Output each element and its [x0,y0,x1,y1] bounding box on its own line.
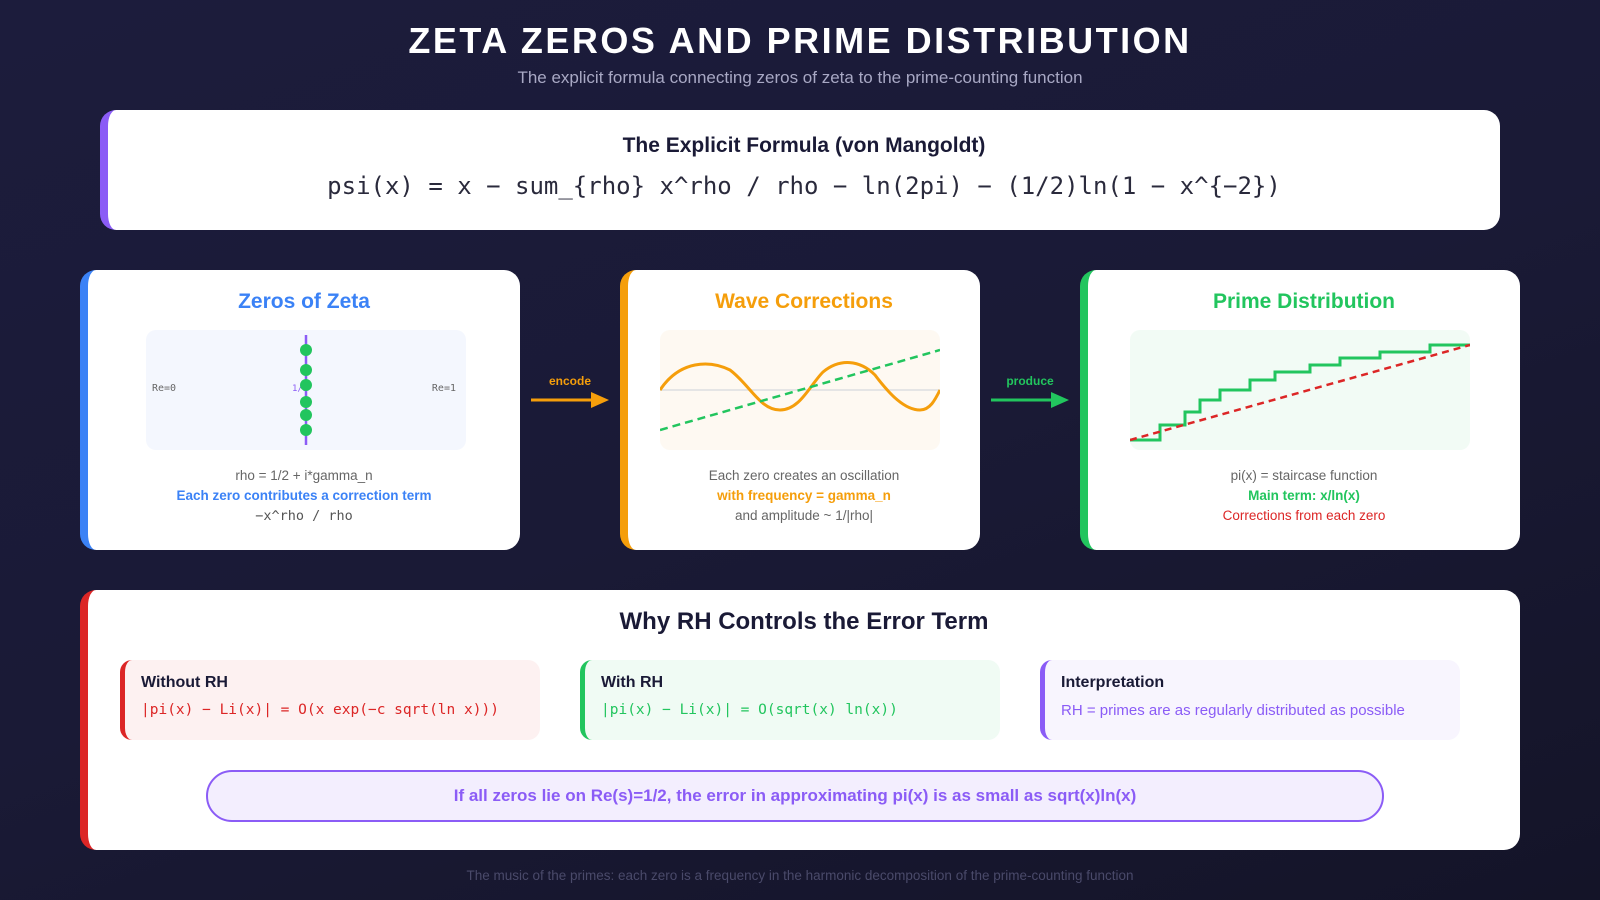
staircase-diagram [1129,330,1471,450]
rh-error-term-card: Why RH Controls the Error Term Without R… [80,590,1520,850]
re-half-label: 1/2 [292,384,309,394]
amplitude-note: and amplitude ~ 1/|rho| [735,508,873,523]
rho-definition: rho = 1/2 + i*gamma_n [235,468,373,483]
encode-arrow: encode [527,374,613,410]
formula-expression: psi(x) = x − sum_{rho} x^rho / rho − ln(… [327,172,1281,200]
interpretation-text: RH = primes are as regularly distributed… [1061,702,1405,719]
without-rh-box: Without RH |pi(x) − Li(x)| = O(x exp(−c … [120,660,540,740]
produce-arrow: produce [987,374,1073,410]
re0-label: Re=0 [152,383,177,394]
page-subtitle: The explicit formula connecting zeros of… [517,68,1083,87]
interpretation-title: Interpretation [1061,674,1165,691]
footer-caption: The music of the primes: each zero is a … [466,868,1134,883]
wave-corrections-card: Wave Corrections Each zero creates an os… [620,270,980,550]
main-term-note: Main term: x/ln(x) [1248,488,1360,503]
staircase-note: pi(x) = staircase function [1230,468,1378,483]
encode-label: encode [548,374,591,388]
card-title: Prime Distribution [1212,290,1396,313]
correction-term: −x^rho / rho [255,508,353,524]
without-rh-bound: |pi(x) − Li(x)| = O(x exp(−c sqrt(ln x))… [141,702,499,718]
corrections-note: Corrections from each zero [1222,508,1386,523]
critical-line-diagram: Re=0 1/2 Re=1 [146,330,466,450]
wave-diagram [658,330,942,450]
produce-label: produce [1006,374,1054,388]
page-title: ZETA ZEROS AND PRIME DISTRIBUTION [408,20,1192,61]
rh-conclusion-banner: If all zeros lie on Re(s)=1/2, the error… [206,770,1384,822]
with-rh-bound: |pi(x) − Li(x)| = O(sqrt(x) ln(x)) [601,702,898,718]
with-rh-box: With RH |pi(x) − Li(x)| = O(sqrt(x) ln(x… [580,660,1000,740]
card-title: Zeros of Zeta [238,290,370,313]
staircase-function-icon [1129,343,1471,442]
with-rh-title: With RH [601,674,664,691]
oscillation-note: Each zero creates an oscillation [708,468,900,483]
prime-distribution-card: Prime Distribution pi(x) = staircase fun… [1080,270,1520,550]
rh-section-title: Why RH Controls the Error Term [619,608,989,635]
right-arrow-icon [991,392,1069,408]
without-rh-title: Without RH [141,674,228,691]
zero-contribution-note: Each zero contributes a correction term [176,488,432,503]
explicit-formula-card: The Explicit Formula (von Mangoldt) psi(… [100,110,1500,230]
frequency-note: with frequency = gamma_n [717,488,891,503]
right-arrow-icon [531,392,609,408]
formula-title: The Explicit Formula (von Mangoldt) [622,134,986,157]
interpretation-box: Interpretation RH = primes are as regula… [1040,660,1460,740]
zeros-of-zeta-card: Zeros of Zeta Re=0 1/2 Re=1 rho = 1/2 + … [80,270,520,550]
re1-label: Re=1 [431,383,456,394]
card-title: Wave Corrections [715,290,893,313]
critical-line-icon [300,335,312,445]
oscillation-wave-icon [658,348,942,432]
